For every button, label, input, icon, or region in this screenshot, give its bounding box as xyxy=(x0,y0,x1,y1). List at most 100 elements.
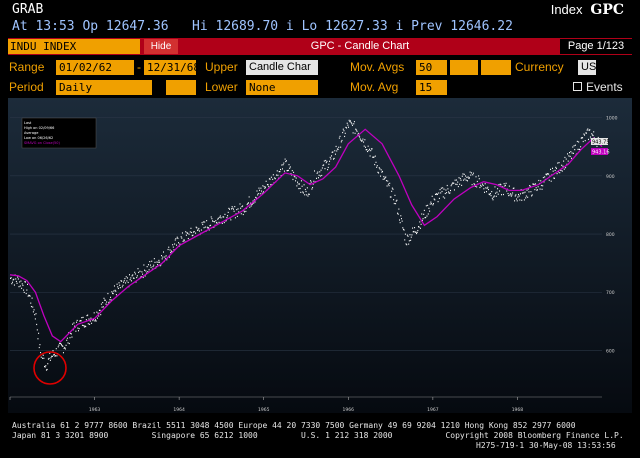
price-point xyxy=(270,184,272,186)
events-checkbox[interactable] xyxy=(573,82,582,91)
price-point xyxy=(298,187,300,190)
price-point xyxy=(49,352,51,354)
price-point xyxy=(574,144,576,146)
price-point xyxy=(182,240,184,243)
hide-button[interactable]: Hide xyxy=(144,39,178,54)
price-point xyxy=(257,194,259,196)
lower-dropdown-arrow-icon[interactable] xyxy=(318,80,332,95)
price-point xyxy=(513,187,515,189)
price-point xyxy=(325,162,327,164)
price-point xyxy=(478,175,480,177)
price-point xyxy=(515,194,517,196)
price-point xyxy=(13,284,15,286)
range-label: Range xyxy=(9,60,45,74)
price-point xyxy=(216,222,218,224)
price-point xyxy=(358,135,360,137)
currency-dropdown-arrow-icon[interactable] xyxy=(596,60,604,75)
period-extra-field[interactable] xyxy=(166,80,196,95)
range-start-field[interactable]: 01/02/62 xyxy=(56,60,134,75)
price-point xyxy=(419,221,421,223)
price-point xyxy=(59,342,61,344)
price-point xyxy=(576,140,578,143)
price-point xyxy=(370,148,372,150)
price-point xyxy=(33,309,35,311)
price-point xyxy=(159,265,161,267)
price-point xyxy=(280,168,282,171)
mov-avgs-field[interactable]: 50 xyxy=(416,60,447,75)
price-point xyxy=(537,186,539,188)
price-point xyxy=(289,166,291,168)
price-point xyxy=(405,243,407,245)
price-point xyxy=(485,191,487,193)
price-point xyxy=(548,179,550,181)
price-point xyxy=(77,330,79,332)
price-point xyxy=(484,191,486,193)
range-end-field[interactable]: 12/31/68 xyxy=(144,60,200,75)
price-point xyxy=(417,229,419,232)
price-point xyxy=(196,229,198,231)
price-point xyxy=(160,264,162,266)
price-point xyxy=(470,172,472,174)
price-point xyxy=(552,167,554,169)
price-point xyxy=(192,234,194,236)
price-point xyxy=(212,220,214,223)
currency-select[interactable]: US xyxy=(578,60,596,75)
mov-avgs-field-3[interactable] xyxy=(481,60,511,75)
mov-avg-field[interactable]: 15 xyxy=(416,80,447,95)
price-point xyxy=(77,327,79,329)
price-point xyxy=(560,169,562,172)
price-point xyxy=(211,218,213,220)
price-point xyxy=(64,348,66,350)
price-point xyxy=(39,344,41,346)
price-point xyxy=(390,196,392,198)
price-point xyxy=(102,301,104,304)
price-point xyxy=(75,330,77,332)
price-point xyxy=(523,192,525,194)
legend-high: High on 02/09/66 xyxy=(24,126,54,130)
price-point xyxy=(474,185,476,187)
y-tick-label: 700 xyxy=(606,290,615,296)
price-point xyxy=(440,192,442,194)
price-point xyxy=(293,171,295,173)
price-point xyxy=(136,275,138,277)
mov-avgs-field-2[interactable] xyxy=(450,60,478,75)
price-point xyxy=(208,229,210,231)
price-point xyxy=(215,220,217,222)
price-chart[interactable]: 1000 900 800 700 600 1963 1964 1965 1966 1967 196… xyxy=(8,98,632,413)
price-point xyxy=(219,215,221,217)
price-point xyxy=(480,184,482,186)
period-select[interactable]: Daily xyxy=(56,80,152,95)
price-point xyxy=(45,369,47,371)
price-point xyxy=(108,302,110,304)
price-point xyxy=(474,184,476,186)
price-point xyxy=(495,195,497,197)
price-point xyxy=(310,181,312,183)
price-point xyxy=(461,175,463,177)
price-point xyxy=(374,163,376,166)
price-point xyxy=(580,146,582,148)
price-point xyxy=(446,192,448,194)
upper-select[interactable]: Candle Char xyxy=(246,60,318,75)
y-tick-label: 600 xyxy=(606,348,615,354)
price-point xyxy=(202,223,204,226)
price-point xyxy=(172,246,174,248)
price-point xyxy=(432,204,434,206)
footer-line-3: H275-719-1 30-May-08 13:53:56 xyxy=(476,441,616,450)
security-field[interactable]: INDU INDEX xyxy=(8,39,140,54)
price-point xyxy=(206,226,208,228)
price-point xyxy=(68,342,70,345)
price-point xyxy=(190,227,192,229)
price-point xyxy=(119,284,121,286)
price-point xyxy=(584,134,586,136)
price-point xyxy=(531,195,533,197)
price-point xyxy=(142,273,144,275)
price-point xyxy=(50,357,52,359)
price-point xyxy=(534,188,536,191)
upper-dropdown-arrow-icon[interactable] xyxy=(318,60,332,75)
lower-select[interactable]: None xyxy=(246,80,318,95)
price-point xyxy=(338,137,340,139)
period-dropdown-arrow-icon[interactable] xyxy=(152,80,166,95)
price-point xyxy=(249,206,251,208)
price-point xyxy=(399,222,401,224)
price-point xyxy=(176,236,178,238)
